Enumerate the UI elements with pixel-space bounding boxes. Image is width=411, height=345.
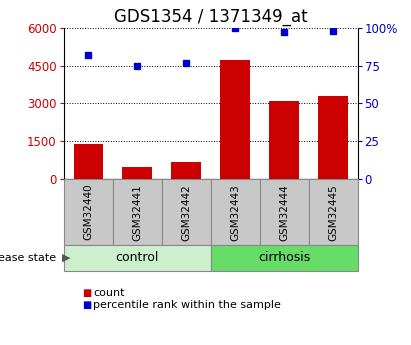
Bar [171, 162, 201, 179]
Text: count: count [93, 288, 125, 298]
Text: GSM32444: GSM32444 [279, 184, 289, 240]
Text: GSM32445: GSM32445 [328, 184, 338, 240]
Bar [319, 96, 348, 179]
Text: cirrhosis: cirrhosis [258, 252, 310, 264]
Text: percentile rank within the sample: percentile rank within the sample [93, 300, 281, 310]
Title: GDS1354 / 1371349_at: GDS1354 / 1371349_at [114, 8, 307, 26]
Bar [220, 60, 250, 179]
Text: ▶: ▶ [62, 253, 70, 263]
Text: GSM32442: GSM32442 [181, 184, 191, 240]
Text: disease state: disease state [0, 253, 60, 263]
Text: GSM32440: GSM32440 [83, 184, 93, 240]
Bar [122, 167, 152, 179]
Text: control: control [115, 252, 159, 264]
Text: GSM32441: GSM32441 [132, 184, 142, 240]
Text: GSM32443: GSM32443 [230, 184, 240, 240]
Bar [74, 144, 103, 179]
Text: ■: ■ [82, 288, 92, 298]
Bar [270, 101, 299, 179]
Text: ■: ■ [82, 300, 92, 310]
